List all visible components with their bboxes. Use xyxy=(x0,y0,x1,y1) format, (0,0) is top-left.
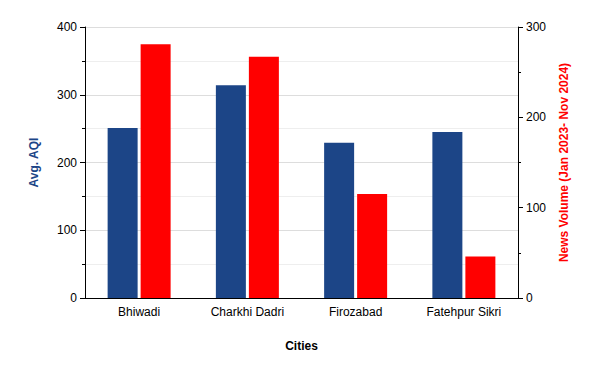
svg-text:200: 200 xyxy=(526,110,546,124)
svg-text:Bhiwadi: Bhiwadi xyxy=(118,305,160,319)
svg-text:200: 200 xyxy=(57,156,77,170)
svg-text:100: 100 xyxy=(57,223,77,237)
svg-text:Avg. AQI: Avg. AQI xyxy=(27,138,41,188)
svg-text:Charkhi Dadri: Charkhi Dadri xyxy=(211,305,284,319)
svg-text:300: 300 xyxy=(57,88,77,102)
svg-text:0: 0 xyxy=(526,291,533,305)
svg-text:Cities: Cities xyxy=(285,339,318,353)
svg-text:News Volume (Jan 2023- Nov 202: News Volume (Jan 2023- Nov 2024) xyxy=(557,63,571,262)
svg-text:0: 0 xyxy=(70,291,77,305)
svg-text:Firozabad: Firozabad xyxy=(329,305,382,319)
svg-text:100: 100 xyxy=(526,201,546,215)
svg-text:300: 300 xyxy=(526,20,546,34)
svg-text:400: 400 xyxy=(57,20,77,34)
svg-text:Fatehpur Sikri: Fatehpur Sikri xyxy=(427,305,502,319)
